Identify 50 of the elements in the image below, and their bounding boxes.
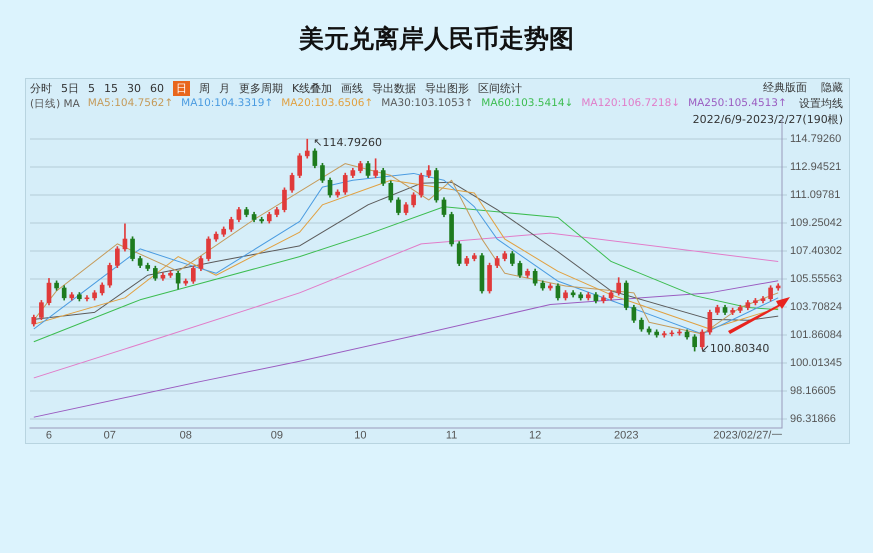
text: 经典版面 bbox=[763, 80, 807, 95]
x-tick-label: 2023/02/27/一 bbox=[713, 429, 782, 442]
x-tick-label: 10 bbox=[354, 429, 367, 442]
text: 导出图形 bbox=[425, 80, 470, 96]
text: 隐藏 bbox=[821, 80, 843, 95]
text: MA10:104.3319↑ bbox=[181, 97, 274, 111]
legend-title: (日线) MA bbox=[30, 97, 80, 111]
text: 周 bbox=[199, 80, 210, 96]
y-tick-label: 96.31866 bbox=[790, 413, 836, 426]
x-tick-label: 11 bbox=[446, 429, 458, 442]
text: K线叠加 bbox=[292, 80, 332, 96]
annotation: ↙100.80340 bbox=[700, 342, 770, 355]
x-tick-label: 2023 bbox=[614, 429, 639, 442]
y-tick-label: 98.16605 bbox=[790, 385, 836, 398]
text: 月 bbox=[219, 80, 230, 96]
text: 设置均线 bbox=[799, 97, 843, 110]
x-tick-label: 12 bbox=[529, 429, 542, 442]
text: MA5:104.7562↑ bbox=[88, 97, 174, 111]
text: 30 bbox=[127, 82, 141, 94]
chart-title: 美元兑离岸人民币走势图 bbox=[298, 23, 575, 55]
text: 15 bbox=[104, 82, 118, 94]
text: 画线 bbox=[341, 80, 364, 96]
y-tick-label: 111.09781 bbox=[790, 189, 840, 202]
y-tick-label: 109.25042 bbox=[790, 217, 842, 230]
text: MA20:103.6506↑ bbox=[281, 97, 374, 111]
text: MA120:106.7218↓ bbox=[581, 97, 680, 111]
text: 分时 bbox=[30, 80, 52, 96]
x-tick-label: 09 bbox=[270, 429, 283, 442]
text: 导出数据 bbox=[372, 80, 416, 96]
text: 5 bbox=[88, 82, 95, 94]
y-tick-label: 112.94521 bbox=[790, 161, 842, 174]
y-tick-label: 100.01345 bbox=[790, 357, 842, 370]
annotation: 2022/6/9-2023/2/27(190根) bbox=[692, 112, 843, 127]
x-tick-label: 6 bbox=[46, 429, 52, 442]
annotation: ↖114.79260 bbox=[313, 136, 382, 150]
text: MA30:103.1053↑ bbox=[381, 97, 474, 111]
text: 区间统计 bbox=[478, 80, 522, 96]
y-tick-label: 103.70824 bbox=[790, 301, 842, 314]
y-tick-label: 114.79260 bbox=[790, 133, 842, 146]
text: 更多周期 bbox=[239, 80, 283, 96]
text: MA60:103.5414↓ bbox=[481, 97, 574, 111]
x-tick-label: 07 bbox=[104, 429, 116, 442]
text: 5日 bbox=[61, 80, 79, 96]
text: MA250:105.4513↑ bbox=[688, 97, 787, 111]
y-tick-label: 105.55563 bbox=[790, 273, 842, 286]
text: 60 bbox=[150, 82, 164, 94]
y-tick-label: 107.40302 bbox=[790, 245, 842, 258]
y-tick-label: 101.86084 bbox=[790, 329, 842, 342]
x-tick-label: 08 bbox=[180, 429, 192, 442]
text: 日 bbox=[173, 80, 190, 96]
